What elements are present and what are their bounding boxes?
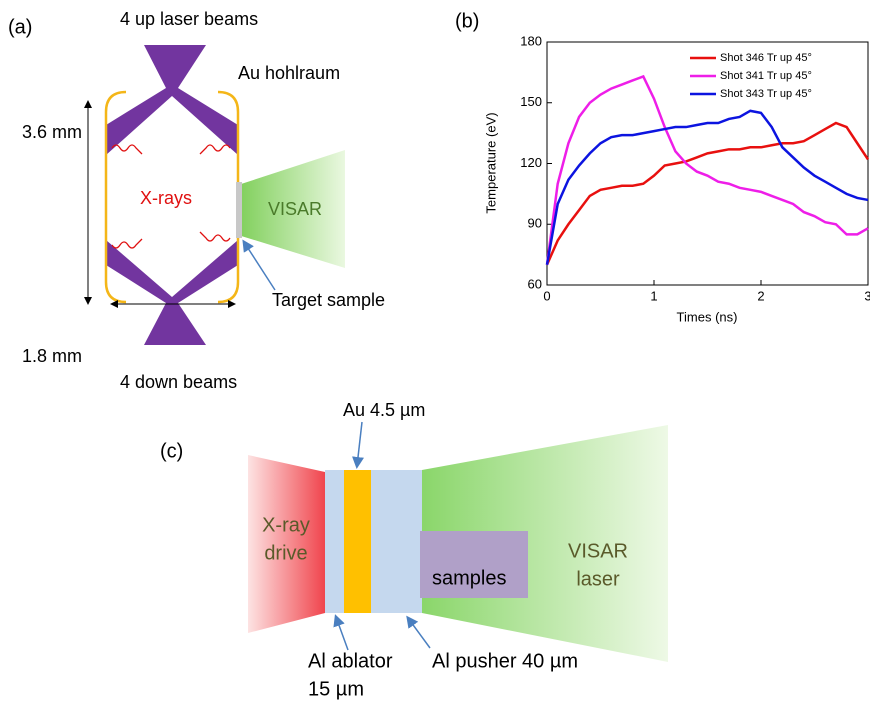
y-axis-label: Temperature (eV) bbox=[483, 112, 498, 213]
au-layer bbox=[344, 470, 371, 613]
y-tick-label: 60 bbox=[528, 276, 542, 291]
arrow bbox=[336, 617, 348, 650]
y-tick-label: 120 bbox=[520, 155, 542, 170]
label: 4 up laser beams bbox=[120, 9, 258, 29]
x-axis-label: Times (ns) bbox=[677, 309, 738, 324]
panel-a: (a) 4 up laser beams Au hohlraum 3.6 mm … bbox=[8, 9, 385, 392]
panel-label: (c) bbox=[160, 440, 183, 462]
arrow bbox=[357, 422, 362, 466]
al-layers bbox=[325, 470, 422, 613]
series-line bbox=[547, 123, 868, 265]
down-beams bbox=[106, 240, 238, 345]
label: Au hohlraum bbox=[238, 63, 340, 83]
up-beams bbox=[106, 45, 238, 155]
target-arrow bbox=[244, 242, 275, 290]
x-tick-label: 0 bbox=[543, 288, 550, 303]
panel-label: (a) bbox=[8, 16, 32, 38]
x-tick-label: 2 bbox=[757, 288, 764, 303]
label: 3.6 mm bbox=[22, 122, 82, 142]
panel-label: (b) bbox=[455, 10, 479, 32]
label: 4 down beams bbox=[120, 372, 237, 392]
label: samples bbox=[432, 567, 506, 589]
label: Target sample bbox=[272, 290, 385, 310]
label: VISAR bbox=[568, 540, 628, 562]
label: Au 4.5 µm bbox=[343, 400, 425, 420]
series-line bbox=[547, 76, 868, 264]
label: Al ablator bbox=[308, 650, 393, 672]
x-tick-label: 1 bbox=[650, 288, 657, 303]
legend-label: Shot 346 Tr up 45° bbox=[720, 52, 812, 64]
y-tick-label: 150 bbox=[520, 94, 542, 109]
y-tick-label: 180 bbox=[520, 33, 542, 48]
label: laser bbox=[576, 568, 620, 590]
panel-c: (c) Au 4.5 µm X-ray drive samples VISAR … bbox=[160, 400, 668, 701]
legend-label: Shot 341 Tr up 45° bbox=[720, 70, 812, 82]
label: Al pusher 40 µm bbox=[432, 650, 578, 672]
figure: (a) 4 up laser beams Au hohlraum 3.6 mm … bbox=[0, 0, 870, 703]
label: 1.8 mm bbox=[22, 346, 82, 366]
y-tick-label: 90 bbox=[528, 216, 542, 231]
arrow bbox=[408, 618, 430, 648]
label: VISAR bbox=[268, 199, 322, 219]
label: X-ray bbox=[262, 514, 310, 536]
legend-label: Shot 343 Tr up 45° bbox=[720, 88, 812, 100]
label: X-rays bbox=[140, 188, 192, 208]
label: drive bbox=[264, 542, 307, 564]
series-line bbox=[547, 111, 868, 265]
chart: (b) Times (ns) Temperature (eV) 60901201… bbox=[455, 10, 870, 324]
plot-frame bbox=[547, 42, 868, 285]
label: 15 µm bbox=[308, 678, 364, 700]
x-tick-label: 3 bbox=[864, 288, 870, 303]
target bbox=[236, 182, 242, 238]
